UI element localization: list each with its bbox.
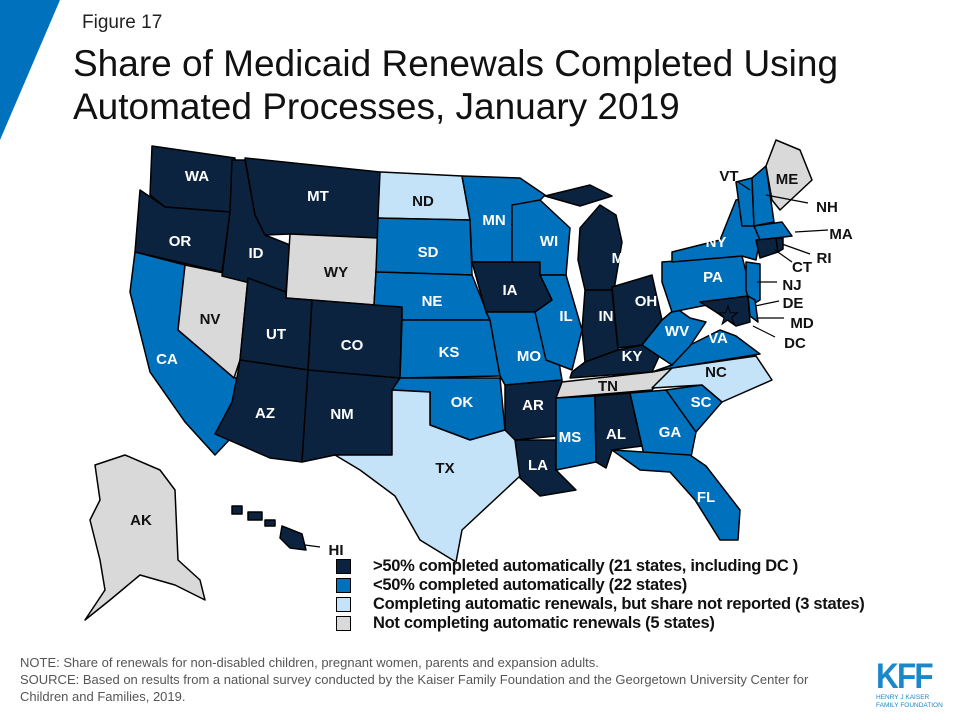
- state-label-nh: NH: [816, 199, 838, 216]
- state-label-ia: IA: [503, 282, 518, 299]
- state-label-sc: SC: [691, 394, 712, 411]
- state-md: [699, 295, 751, 327]
- state-label-ms: MS: [559, 429, 582, 446]
- state-label-ca: CA: [156, 351, 178, 368]
- state-me: [765, 139, 813, 211]
- state-mi: [544, 184, 623, 291]
- state-label-sd: SD: [418, 244, 439, 261]
- state-dc-star: [717, 304, 739, 326]
- footer-source: SOURCE: Based on results from a national…: [20, 672, 809, 704]
- logo-line2: FAMILY FOUNDATION: [876, 702, 943, 709]
- legend-swatch: [336, 597, 351, 612]
- state-label-ar: AR: [522, 397, 544, 414]
- chart-title: Share of Medicaid Renewals Completed Usi…: [73, 43, 839, 127]
- legend-swatch: [336, 616, 351, 631]
- state-label-wv: WV: [665, 323, 689, 340]
- state-label-ky: KY: [622, 348, 643, 365]
- state-label-de: DE: [783, 295, 804, 312]
- state-label-al: AL: [606, 426, 626, 443]
- state-label-ut: UT: [266, 326, 286, 343]
- state-tx: [334, 389, 521, 563]
- state-label-me: ME: [776, 171, 799, 188]
- state-il: [534, 274, 583, 371]
- state-nh: [751, 165, 775, 227]
- state-label-tx: TX: [435, 460, 454, 477]
- state-label-ks: KS: [439, 344, 460, 361]
- logo-line1: HENRY J KAISER: [876, 694, 930, 701]
- leader-line-nh: [765, 194, 809, 204]
- state-label-ny: NY: [706, 234, 727, 251]
- legend-swatch: [336, 578, 351, 593]
- state-wv: [641, 307, 707, 366]
- state-label-wi: WI: [540, 233, 558, 250]
- state-hi: [231, 505, 307, 551]
- state-ri: [775, 237, 784, 253]
- legend-label: <50% completed automatically (22 states): [373, 576, 688, 594]
- figure-label: Figure 17: [82, 12, 163, 33]
- state-label-or: OR: [169, 233, 192, 250]
- state-label-la: LA: [528, 457, 548, 474]
- state-label-ak: AK: [130, 512, 152, 529]
- state-label-hi: HI: [329, 542, 344, 559]
- state-label-mi: MI: [612, 250, 629, 267]
- state-label-pa: PA: [703, 269, 723, 286]
- state-label-nd: ND: [412, 193, 434, 210]
- state-label-mt: MT: [307, 188, 329, 205]
- state-label-va: VA: [708, 330, 728, 347]
- footer-note: NOTE: Share of renewals for non-disabled…: [20, 655, 599, 670]
- corner-accent: [0, 0, 60, 140]
- state-label-il: IL: [559, 308, 572, 325]
- state-label-ri: RI: [817, 250, 832, 267]
- legend: >50% completed automatically (21 states,…: [336, 557, 865, 633]
- state-label-oh: OH: [635, 293, 658, 310]
- state-label-mn: MN: [482, 212, 505, 229]
- state-label-az: AZ: [255, 405, 275, 422]
- legend-label: Not completing automatic renewals (5 sta…: [373, 614, 715, 632]
- leader-line-de: [754, 300, 780, 307]
- state-label-wa: WA: [185, 168, 209, 185]
- state-label-fl: FL: [697, 489, 715, 506]
- kff-logo: KFF HENRY J KAISER FAMILY FOUNDATION: [876, 657, 943, 710]
- leader-line-vt: [737, 181, 751, 191]
- state-label-nv: NV: [200, 311, 221, 328]
- state-label-nj: NJ: [782, 277, 801, 294]
- state-label-id: ID: [249, 245, 264, 262]
- state-ma: [753, 221, 793, 241]
- state-label-tn: TN: [598, 378, 618, 395]
- leader-line-ri: [781, 243, 811, 255]
- leader-line-dc: [752, 325, 776, 338]
- legend-item-under50: <50% completed automatically (22 states): [336, 576, 864, 595]
- logo-mark: KFF: [876, 657, 934, 696]
- state-label-ok: OK: [451, 394, 474, 411]
- state-label-ne: NE: [422, 293, 443, 310]
- legend-item-none: Not completing automatic renewals (5 sta…: [336, 614, 864, 633]
- state-ar: [504, 379, 563, 441]
- state-label-ct: CT: [792, 259, 812, 276]
- leader-line-ct: [774, 249, 793, 263]
- state-ct: [755, 237, 779, 259]
- state-label-co: CO: [341, 337, 364, 354]
- legend-item-not-reported: Completing automatic renewals, but share…: [336, 595, 865, 614]
- state-ak: [84, 454, 206, 621]
- state-label-mo: MO: [517, 348, 541, 365]
- leader-line-ma: [794, 229, 829, 233]
- legend-label: >50% completed automatically (21 states,…: [373, 557, 798, 575]
- state-label-ga: GA: [659, 424, 682, 441]
- state-label-vt: VT: [719, 168, 738, 185]
- leader-line-hi: [304, 544, 321, 548]
- state-label-dc: DC: [784, 335, 806, 352]
- state-label-in: IN: [599, 308, 614, 325]
- legend-swatch: [336, 559, 351, 574]
- state-fl: [611, 449, 741, 541]
- legend-label: Completing automatic renewals, but share…: [373, 595, 865, 613]
- state-label-wy: WY: [324, 264, 348, 281]
- legend-item-over50: >50% completed automatically (21 states,…: [336, 557, 864, 576]
- state-label-nc: NC: [705, 364, 727, 381]
- state-label-nm: NM: [330, 406, 353, 423]
- footer: NOTE: Share of renewals for non-disabled…: [20, 654, 850, 705]
- state-label-ma: MA: [829, 226, 852, 243]
- state-label-md: MD: [790, 315, 813, 332]
